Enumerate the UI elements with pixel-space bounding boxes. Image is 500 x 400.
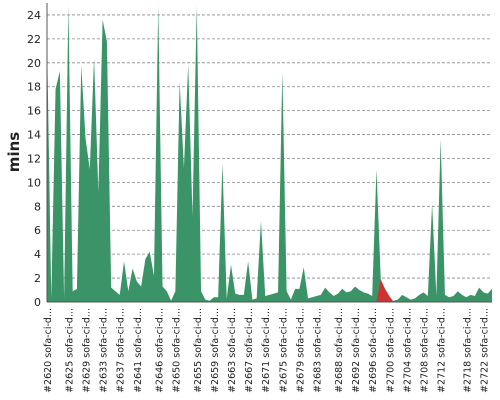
x-tick-label: #2718 sofa-ci-d... bbox=[462, 308, 473, 393]
y-tick-label: 16 bbox=[27, 105, 41, 118]
y-tick-label: 0 bbox=[34, 296, 41, 309]
x-tick-labels: #2620 sofa-ci-d... #2625 sofa-ci-d... #262… bbox=[43, 308, 490, 393]
x-tick-label: #2722 sofa-ci-d... bbox=[479, 308, 490, 393]
y-tick-label: 2 bbox=[34, 272, 41, 285]
x-tick-label: #2704 sofa-ci-d... bbox=[402, 308, 413, 393]
x-tick-label: #2655 sofa-ci-d... bbox=[193, 308, 204, 393]
x-tick-label: #2620 sofa-ci-d... bbox=[43, 308, 54, 393]
x-tick-label: #2650 sofa-ci-d... bbox=[171, 308, 182, 393]
x-tick-label: #2671 sofa-ci-d... bbox=[261, 308, 272, 393]
x-tick-label: #2663 sofa-ci-d... bbox=[227, 308, 238, 393]
y-tick-label: 24 bbox=[27, 9, 41, 22]
y-tick-label: 10 bbox=[27, 176, 41, 189]
x-tick-label: #2696 sofa-ci-d... bbox=[368, 308, 379, 393]
axes bbox=[46, 3, 492, 303]
x-tick-label: #2692 sofa-ci-d... bbox=[351, 308, 362, 393]
x-tick-label: #2667 sofa-ci-d... bbox=[244, 308, 255, 393]
y-tick-label: 4 bbox=[34, 248, 41, 261]
y-tick-label: 18 bbox=[27, 81, 41, 94]
y-tick-label: 12 bbox=[27, 152, 41, 165]
x-tick-label: #2708 sofa-ci-d... bbox=[420, 308, 431, 393]
success-area bbox=[47, 5, 492, 302]
y-axis-title: mins bbox=[5, 132, 23, 172]
x-tick-label: #2675 sofa-ci-d... bbox=[278, 308, 289, 393]
x-tick-label: #2679 sofa-ci-d... bbox=[295, 308, 306, 393]
y-tick-label: 22 bbox=[27, 33, 41, 46]
x-tick-label: #2659 sofa-ci-d... bbox=[210, 308, 221, 393]
area-series bbox=[47, 5, 492, 302]
y-tick-label: 6 bbox=[34, 224, 41, 237]
x-tick-label: #2637 sofa-ci-d... bbox=[116, 308, 127, 393]
x-tick-label: #2683 sofa-ci-d... bbox=[313, 308, 324, 393]
y-tick-label: 20 bbox=[27, 57, 41, 70]
failure-area bbox=[47, 279, 492, 302]
x-tick-label: #2629 sofa-ci-d... bbox=[82, 308, 93, 393]
x-tick-label: #2646 sofa-ci-d... bbox=[154, 308, 165, 393]
y-tick-label: 8 bbox=[34, 200, 41, 213]
x-tick-label: #2625 sofa-ci-d... bbox=[64, 308, 75, 393]
x-tick-label: #2688 sofa-ci-d... bbox=[334, 308, 345, 393]
x-tick-label: #2641 sofa-ci-d... bbox=[133, 308, 144, 393]
x-tick-label: #2633 sofa-ci-d... bbox=[99, 308, 110, 393]
y-tick-label: 14 bbox=[27, 129, 41, 142]
grid-lines bbox=[47, 14, 492, 279]
x-tick-label: #2700 sofa-ci-d... bbox=[385, 308, 396, 393]
x-tick-label: #2712 sofa-ci-d... bbox=[437, 308, 448, 393]
